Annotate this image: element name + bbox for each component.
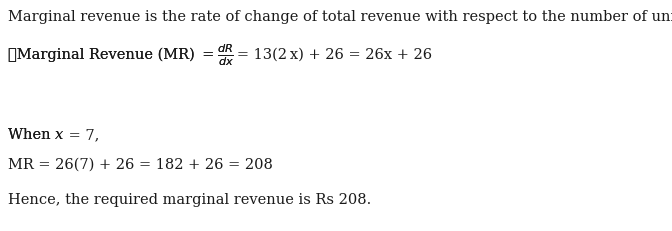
Text: ∴Marginal Revenue (MR)  =: ∴Marginal Revenue (MR) = (8, 48, 217, 62)
Text: $\frac{dR}{dx}$: $\frac{dR}{dx}$ (217, 42, 234, 68)
Text: = 7,: = 7, (63, 128, 99, 142)
Text: When: When (8, 128, 55, 142)
Text: $\frac{dR}{dx}$: $\frac{dR}{dx}$ (217, 42, 234, 68)
Text: ∴Marginal Revenue (MR)  =: ∴Marginal Revenue (MR) = (8, 48, 217, 62)
Text: = 13(2 x) + 26 = 26x + 26: = 13(2 x) + 26 = 26x + 26 (234, 48, 432, 62)
Text: When: When (8, 128, 55, 142)
Text: MR = 26(7) + 26 = 182 + 26 = 208: MR = 26(7) + 26 = 182 + 26 = 208 (8, 158, 273, 172)
Text: x: x (55, 128, 63, 142)
Text: Marginal revenue is the rate of change of total revenue with respect to the numb: Marginal revenue is the rate of change o… (8, 10, 672, 24)
Text: Hence, the required marginal revenue is Rs 208.: Hence, the required marginal revenue is … (8, 193, 371, 207)
Text: x: x (55, 128, 63, 142)
